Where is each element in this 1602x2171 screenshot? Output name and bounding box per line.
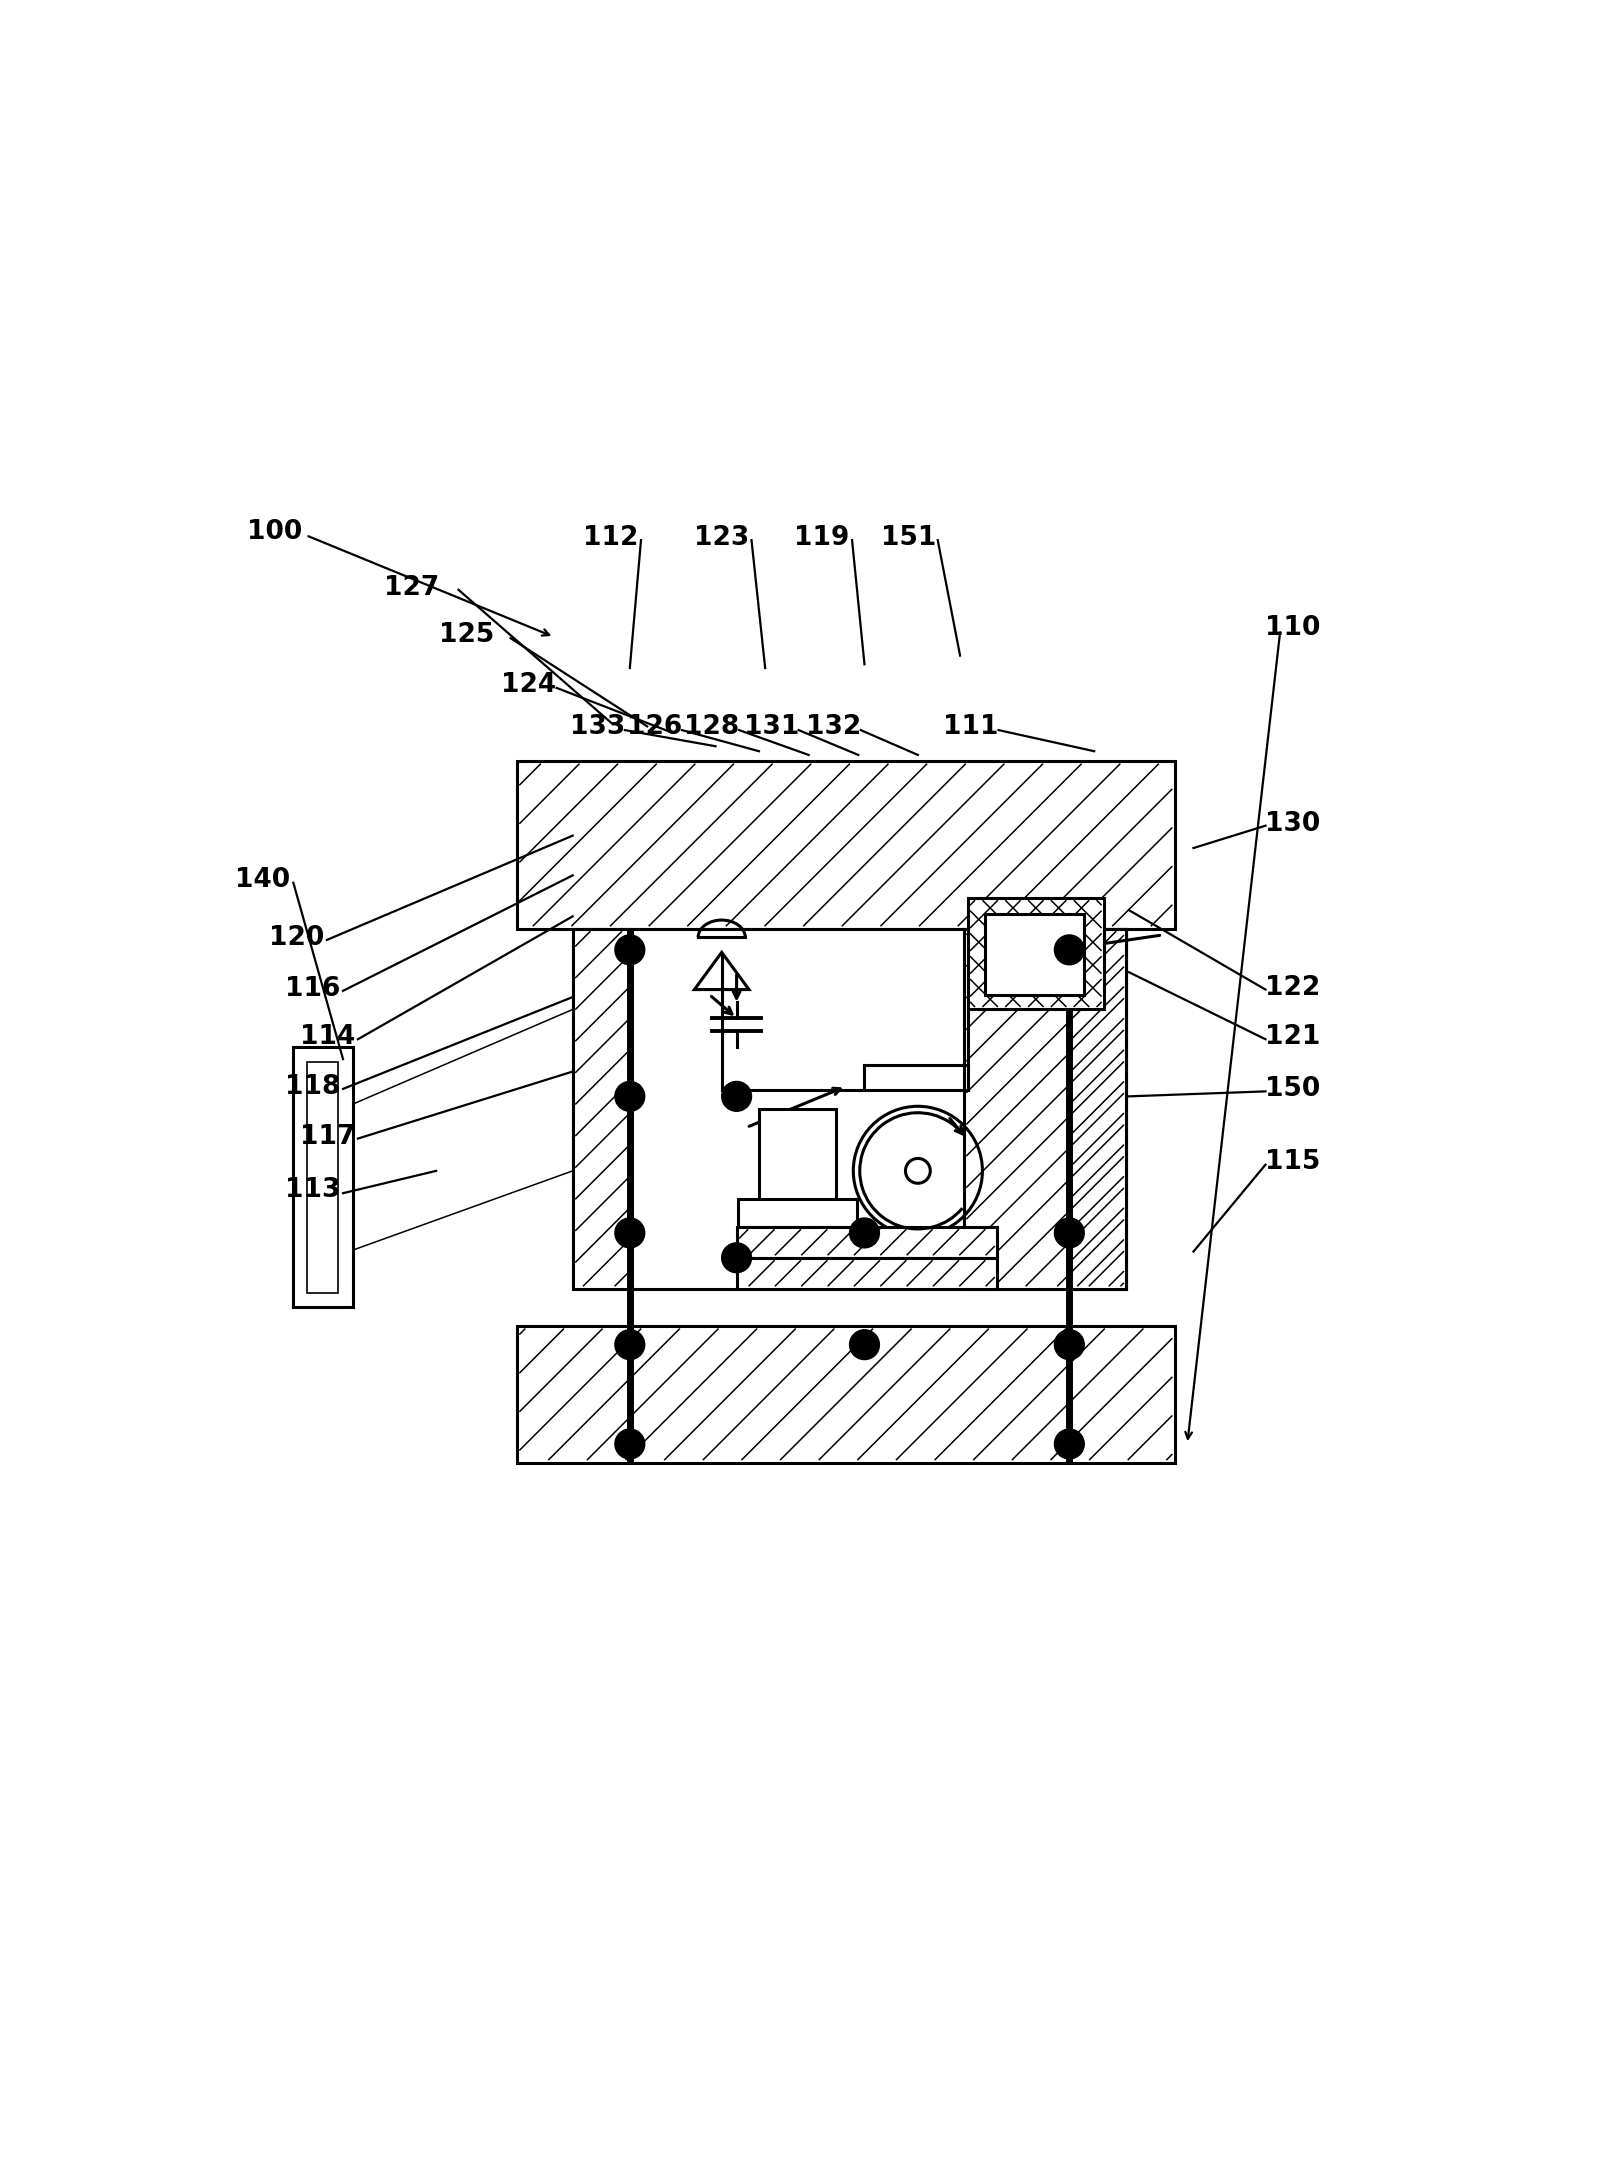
Bar bbox=[968, 897, 1104, 1010]
Circle shape bbox=[1054, 936, 1085, 964]
Text: 120: 120 bbox=[269, 925, 324, 951]
Bar bbox=[759, 1109, 836, 1227]
Text: 119: 119 bbox=[793, 525, 849, 551]
Text: 140: 140 bbox=[235, 866, 290, 892]
Circle shape bbox=[615, 1218, 644, 1248]
Bar bbox=[737, 1257, 998, 1290]
Circle shape bbox=[849, 1331, 879, 1359]
Circle shape bbox=[615, 1331, 644, 1359]
Text: 123: 123 bbox=[694, 525, 750, 551]
Text: 130: 130 bbox=[1266, 810, 1320, 836]
Bar bbox=[572, 929, 633, 1290]
Text: 118: 118 bbox=[285, 1075, 340, 1101]
Text: 126: 126 bbox=[628, 714, 682, 740]
Circle shape bbox=[1054, 1429, 1085, 1459]
Text: 127: 127 bbox=[384, 575, 439, 601]
Bar bbox=[517, 1326, 1174, 1463]
Circle shape bbox=[721, 1242, 751, 1272]
Bar bbox=[985, 914, 1085, 994]
Circle shape bbox=[721, 1081, 751, 1112]
Bar bbox=[739, 1198, 857, 1227]
Bar bbox=[308, 1062, 338, 1292]
Text: 151: 151 bbox=[881, 525, 936, 551]
Circle shape bbox=[615, 1081, 644, 1112]
Text: 100: 100 bbox=[247, 519, 303, 545]
Bar bbox=[737, 1227, 998, 1257]
Text: 111: 111 bbox=[942, 714, 998, 740]
Circle shape bbox=[1054, 1331, 1085, 1359]
Text: 133: 133 bbox=[570, 714, 625, 740]
Circle shape bbox=[1054, 1218, 1085, 1248]
Text: 115: 115 bbox=[1266, 1148, 1322, 1175]
Circle shape bbox=[615, 1429, 644, 1459]
Circle shape bbox=[849, 1218, 879, 1248]
Text: 114: 114 bbox=[300, 1025, 354, 1051]
Bar bbox=[572, 929, 1126, 1290]
Text: 128: 128 bbox=[684, 714, 740, 740]
Text: 116: 116 bbox=[285, 977, 340, 1003]
Text: 121: 121 bbox=[1266, 1025, 1322, 1051]
Text: 131: 131 bbox=[743, 714, 799, 740]
Circle shape bbox=[905, 1159, 931, 1183]
Text: 125: 125 bbox=[439, 623, 493, 649]
Text: 132: 132 bbox=[806, 714, 862, 740]
Bar bbox=[517, 762, 1174, 929]
Bar bbox=[964, 929, 1126, 1290]
Text: 113: 113 bbox=[285, 1177, 340, 1203]
Bar bbox=[293, 1046, 352, 1307]
Bar bbox=[1067, 929, 1126, 1290]
Circle shape bbox=[615, 936, 644, 964]
Text: 117: 117 bbox=[300, 1125, 356, 1151]
Text: 110: 110 bbox=[1266, 614, 1322, 640]
Text: 124: 124 bbox=[501, 671, 556, 697]
Text: 112: 112 bbox=[583, 525, 638, 551]
Text: 150: 150 bbox=[1266, 1077, 1320, 1103]
Text: 122: 122 bbox=[1266, 975, 1320, 1001]
